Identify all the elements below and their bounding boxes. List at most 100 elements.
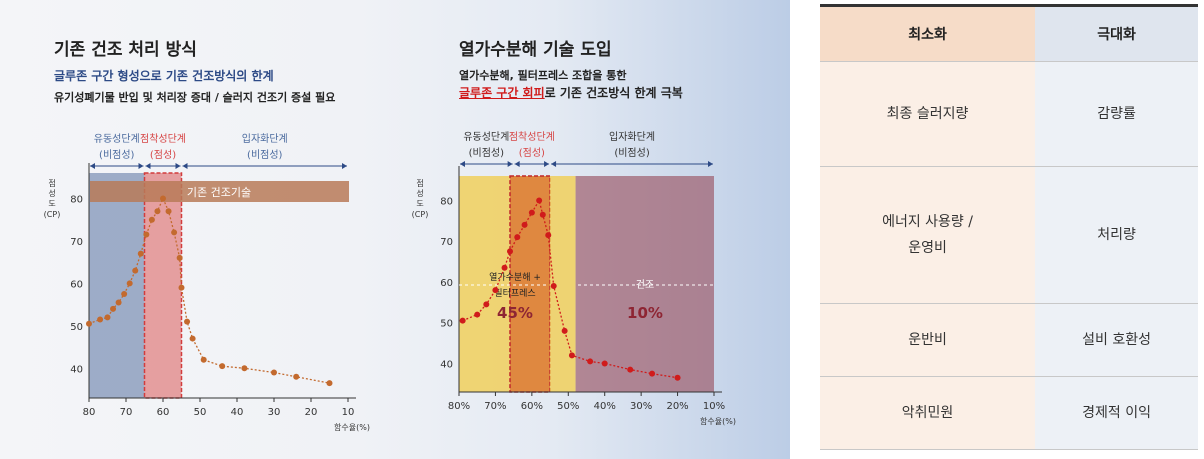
mid-zone-backgrounds xyxy=(459,175,714,393)
y-axis-title-char: 성 xyxy=(48,189,55,198)
x-tick-label: 80 xyxy=(83,407,96,418)
zone-rect xyxy=(575,176,714,392)
cell-min: 에너지 사용량 / 운영비 xyxy=(820,166,1036,304)
data-point xyxy=(126,280,133,287)
table-row: 최종 슬러지량 감량률 xyxy=(820,61,1198,167)
left-series xyxy=(86,195,333,387)
left-title: 기존 건조 처리 방식 xyxy=(54,40,197,60)
data-point xyxy=(110,305,117,312)
mid-subtitle-2: 글루존 구간 회피로 기존 건조방식 한계 극복 xyxy=(459,84,683,101)
data-point xyxy=(649,370,656,377)
header-maximize: 극대화 xyxy=(1035,5,1198,62)
data-point xyxy=(474,311,481,318)
zone-label-2: 건조 xyxy=(636,279,654,291)
y-tick-label: 40 xyxy=(70,364,83,375)
data-point xyxy=(104,314,111,321)
data-point xyxy=(326,380,333,387)
left-subtitle-2: 유기성폐기물 반입 및 처리장 증대 / 슬러지 건조기 증설 필요 xyxy=(54,91,336,104)
data-point xyxy=(271,369,277,376)
data-point xyxy=(200,356,207,363)
cell-max: 설비 호환성 xyxy=(1035,303,1198,377)
data-point xyxy=(171,229,178,236)
phase-arrow-head xyxy=(182,163,188,169)
data-point xyxy=(184,318,191,325)
phase-arrow-head xyxy=(138,163,144,169)
data-point xyxy=(132,267,139,274)
phase-arrow-head xyxy=(708,161,713,167)
phase-sub-label: (비점성) xyxy=(469,147,505,159)
y-tick-label: 60 xyxy=(70,279,83,290)
data-point xyxy=(165,208,172,215)
phase-sub-label: (비점성) xyxy=(247,149,283,161)
x-tick-label: 10 xyxy=(342,407,355,418)
phase-sub-label: (점성) xyxy=(519,147,545,159)
y-axis-title-unit: (CP) xyxy=(44,210,61,219)
comparison-table: 최소화 극대화 최종 슬러지량 감량률 에너지 사용량 / 운영비 처리량 운반… xyxy=(820,4,1198,450)
mid-title: 열가수분해 기술 도입 xyxy=(459,40,612,60)
header-minimize: 최소화 xyxy=(820,5,1036,62)
x-tick-label: 40% xyxy=(594,401,616,412)
phase-sub-label: (점성) xyxy=(150,149,176,161)
phase-arrow-head xyxy=(90,163,95,169)
phase-sub-label: (비점성) xyxy=(99,149,135,161)
data-point xyxy=(601,360,608,367)
zone-label-1a: 열가수분해 + xyxy=(489,272,541,283)
cell-min-line: 운반비 xyxy=(908,332,947,348)
data-point xyxy=(521,221,528,228)
phase-arrow-head xyxy=(551,161,557,167)
data-point xyxy=(137,250,144,257)
zone-outline xyxy=(143,172,183,399)
y-axis-title-char: 성 xyxy=(416,189,423,198)
mid-subtitle-1: 열가수분해, 필터프레스 조합을 통한 xyxy=(459,69,627,82)
data-point xyxy=(514,234,521,241)
phase-label: 점착성단계 xyxy=(509,131,555,143)
cell-min-line: 에너지 사용량 / xyxy=(882,214,973,230)
x-tick-label: 50% xyxy=(557,401,579,412)
x-tick-label: 70% xyxy=(484,401,506,412)
y-axis-title-char: 점 xyxy=(48,178,55,188)
phase-arrow-head xyxy=(175,163,181,169)
left-phase-labels: 유동성단계 (비점성) 점착성단계 (점성) 입자화단계 (비점성) xyxy=(90,132,347,169)
y-tick-label: 50 xyxy=(440,319,453,330)
y-tick-label: 80 xyxy=(70,194,83,205)
zone-rect xyxy=(459,176,510,392)
x-tick-label: 60 xyxy=(157,407,170,418)
data-point xyxy=(536,197,543,204)
data-point xyxy=(189,335,196,342)
phase-arrow-head xyxy=(507,161,513,167)
x-tick-label: 20% xyxy=(666,401,688,412)
phase-arrow-head xyxy=(460,161,465,167)
phase-label: 점착성단계 xyxy=(140,133,186,145)
data-point xyxy=(115,299,122,306)
mid-subtitle-highlight: 글루존 구간 회피 xyxy=(459,86,545,100)
zone-rect xyxy=(89,173,145,398)
zone-rect xyxy=(510,176,551,392)
mid-phase-labels: 유동성단계 (비점성) 점착성단계 (점성) 입자화단계 (비점성) xyxy=(460,130,713,167)
phase-sub-label: (비점성) xyxy=(614,147,650,159)
cell-min: 운반비 xyxy=(820,303,1036,377)
y-tick-label: 60 xyxy=(440,278,453,289)
zone-label-1b: 필터프레스 xyxy=(494,287,535,299)
x-tick-label: 10% xyxy=(703,401,725,412)
table-row: 운반비 설비 호환성 xyxy=(820,303,1198,377)
data-point xyxy=(148,216,155,223)
data-point xyxy=(545,232,552,239)
y-axis-title-char: 점 xyxy=(416,178,423,188)
data-point xyxy=(627,366,634,373)
x-tick-label: 80% xyxy=(448,401,470,412)
left-axes: 80 70 60 50 40 30 20 10 40 50 60 70 80 함수율(%) 점성도 (CP) xyxy=(44,163,370,432)
x-tick-label: 30% xyxy=(630,401,652,412)
mid-viscosity-chart: 유동성단계 (비점성) 점착성단계 (점성) 입자화단계 (비점성) 80% 70% 60% 5… xyxy=(412,130,736,426)
data-point xyxy=(507,248,513,255)
zone-rect xyxy=(144,173,182,398)
phase-arrow-head xyxy=(342,163,347,169)
zone-pct-2: 10% xyxy=(627,304,663,322)
x-tick-label: 30 xyxy=(268,407,281,418)
x-tick-label: 60% xyxy=(521,401,543,412)
cell-max: 경제적 이익 xyxy=(1035,376,1198,450)
existing-drying-bar xyxy=(90,181,349,202)
data-point xyxy=(121,290,128,297)
mid-subtitle-rest: 로 기존 건조방식 한계 극복 xyxy=(544,86,683,100)
x-axis-title: 함수율(%) xyxy=(700,417,736,426)
data-point xyxy=(160,195,166,202)
